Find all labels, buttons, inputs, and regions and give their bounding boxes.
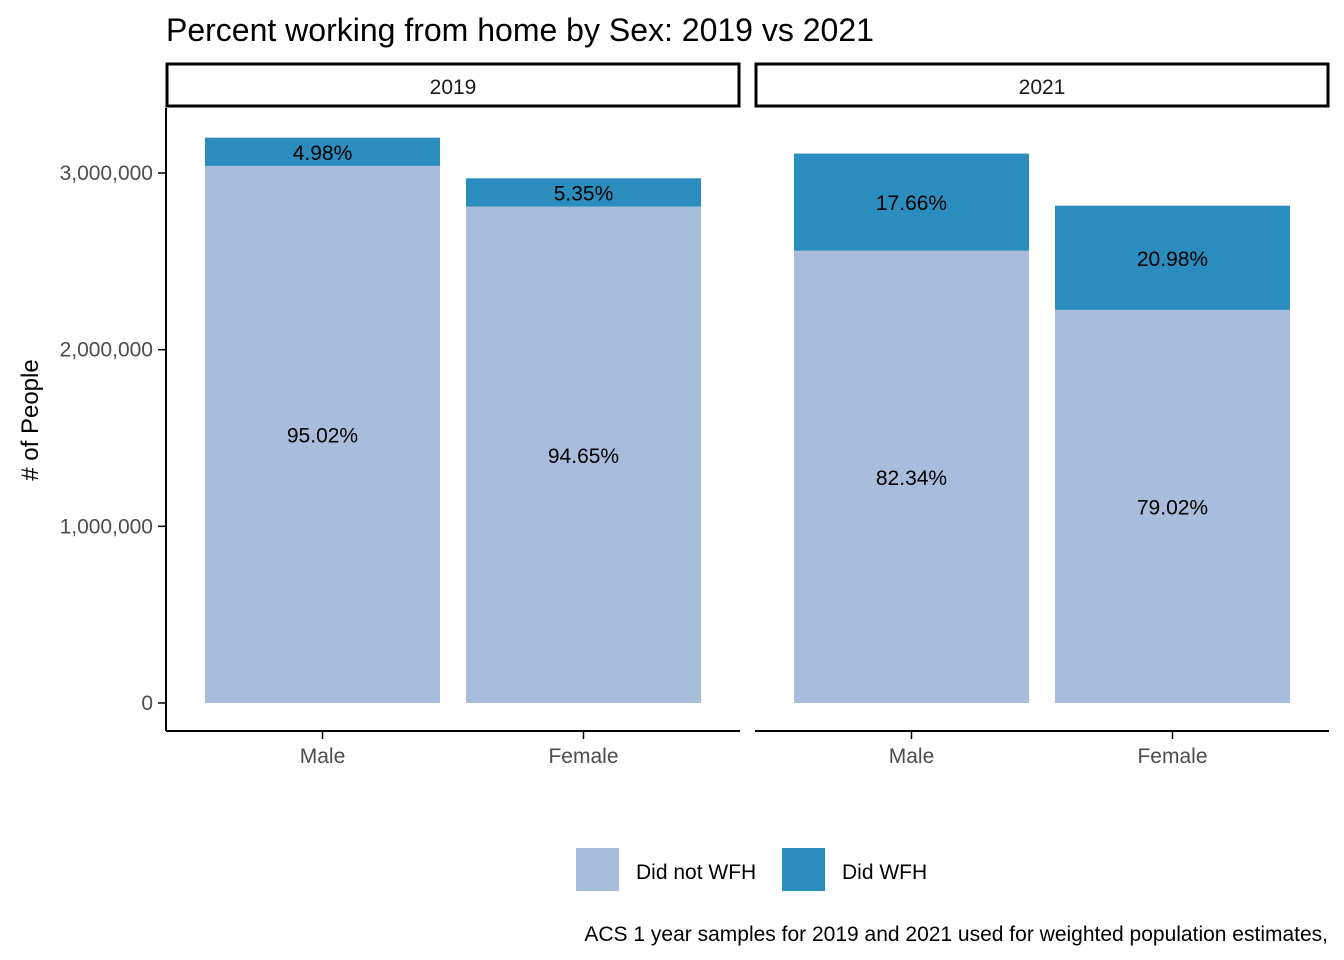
bar-did-not-wfh — [794, 250, 1029, 703]
bar-data-label: 79.02% — [1137, 496, 1208, 519]
y-tick-label: 3,000,000 — [60, 162, 153, 185]
y-axis: 0 1,000,000 2,000,000 3,000,000 — [60, 108, 167, 731]
y-tick-label: 0 — [141, 692, 153, 715]
x-tick-label: Male — [889, 745, 935, 768]
bar-data-label: 17.66% — [876, 192, 947, 215]
panel-2019: 2019 95.02% 4.98% Male 94.65% 5.35% Female — [165, 62, 741, 768]
x-tick-label: Female — [1137, 745, 1207, 768]
chart-title: Percent working from home by Sex: 2019 v… — [166, 12, 874, 48]
bar-did-wfh — [466, 178, 701, 207]
legend-swatch-did-wfh — [782, 848, 825, 891]
x-tick-label: Female — [548, 745, 618, 768]
bar-did-not-wfh — [205, 165, 440, 703]
legend-label: Did WFH — [842, 861, 927, 884]
bar-data-label: 95.02% — [287, 424, 358, 447]
bar-data-label: 94.65% — [548, 445, 619, 468]
panels: 201995.02%4.98%Male94.65%5.35%Female2021… — [165, 62, 1330, 768]
legend: Did not WFH Did WFH — [576, 848, 927, 891]
panel-2021: 2021 82.34% 17.66% Male 79.02% 20.98% Female — [754, 62, 1330, 768]
facet-strip — [754, 62, 1330, 108]
legend-swatch-did-not-wfh — [576, 848, 619, 891]
y-tick-label: 2,000,000 — [60, 339, 153, 362]
facet-strip-label: 2019 — [430, 76, 477, 99]
y-tick-label: 1,000,000 — [60, 515, 153, 538]
bar-did-wfh — [205, 137, 440, 166]
bar-did-not-wfh — [1055, 309, 1290, 703]
bar-data-label: 4.98% — [293, 142, 353, 165]
bar-did-not-wfh — [466, 206, 701, 704]
facet-strip-label: 2021 — [1019, 76, 1066, 99]
bar-data-label: 82.34% — [876, 467, 947, 490]
facet-strip — [165, 62, 741, 108]
caption: ACS 1 year samples for 2019 and 2021 use… — [584, 923, 1328, 946]
bar-did-wfh — [1055, 205, 1290, 310]
bar-data-label: 5.35% — [554, 182, 614, 205]
legend-label: Did not WFH — [636, 861, 756, 884]
bar-did-wfh — [794, 153, 1029, 251]
bar-data-label: 20.98% — [1137, 248, 1208, 271]
y-axis-label: # of People — [17, 359, 44, 480]
x-tick-label: Male — [300, 745, 346, 768]
